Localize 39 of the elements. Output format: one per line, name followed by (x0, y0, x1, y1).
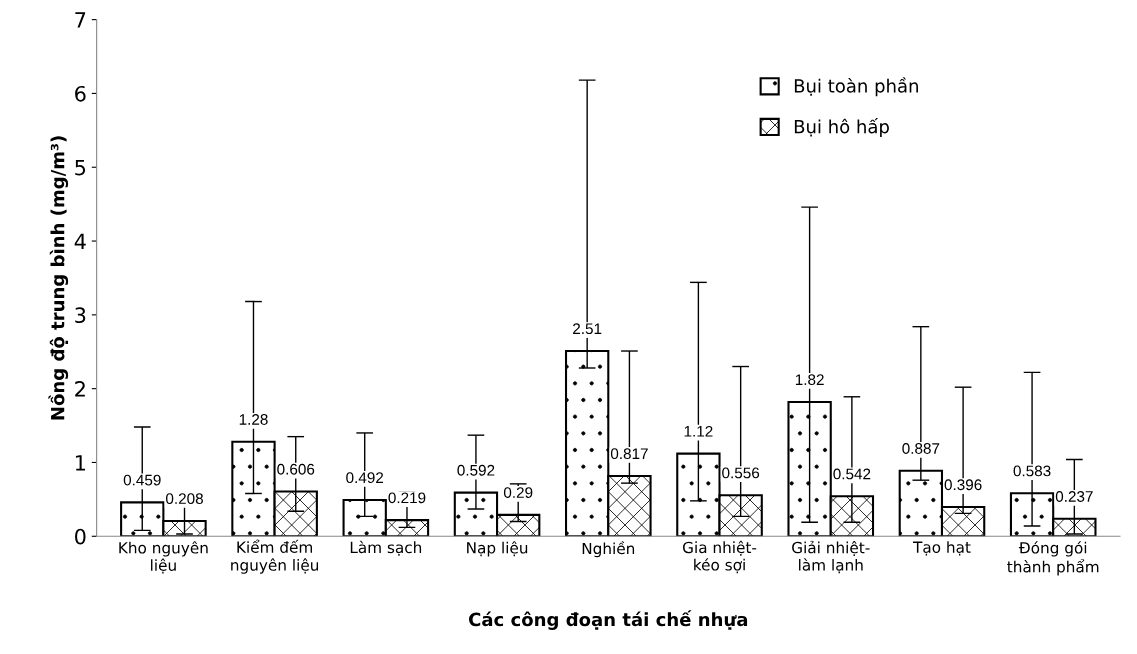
data-label: 0.208 (166, 493, 203, 505)
data-label: 0.219 (388, 492, 426, 504)
data-label: 0.556 (722, 467, 760, 479)
y-tick-label: 0 (75, 528, 86, 545)
data-label: 0.606 (277, 463, 315, 475)
x-axis-title: Các công đoạn tái chế nhựa (469, 610, 748, 630)
y-tick-label: 1 (75, 455, 85, 471)
x-tick-label: Tạo hạt (912, 541, 971, 556)
data-label: 0.887 (902, 443, 940, 454)
data-label: 0.492 (346, 472, 384, 484)
x-tick-label: Nghiền (582, 541, 635, 558)
data-label: 1.12 (684, 425, 713, 437)
y-tick-label: 3 (75, 307, 86, 324)
data-label: 0.592 (457, 464, 495, 476)
data-label: 2.51 (573, 323, 602, 335)
x-tick-label: Kho nguyên liệu (119, 541, 208, 574)
y-tick-label: 7 (75, 12, 86, 28)
y-tick-label: 5 (75, 159, 86, 176)
data-label: 0.817 (610, 448, 648, 460)
x-tick-label: Nạp liệu (467, 541, 528, 557)
x-tick-label: Giải nhiệt- làm lạnh (792, 540, 870, 574)
y-tick-label: 6 (75, 85, 86, 102)
legend-label: Bụi hô hấp (794, 117, 889, 137)
legend-label: Bụi toàn phần (794, 77, 918, 97)
data-label: 0.237 (1055, 491, 1093, 502)
x-tick-label: Đóng gói thành phẩm (1007, 541, 1099, 576)
data-label: 0.542 (833, 468, 871, 480)
data-label: 0.459 (123, 474, 161, 486)
data-label: 1.82 (795, 374, 824, 386)
x-tick-label: Gia nhiệt- kéo sợi (682, 540, 757, 574)
y-tick-label: 2 (75, 381, 85, 397)
y-tick-label: 4 (74, 233, 86, 249)
x-tick-label: Kiểm đếm nguyên liệu (231, 539, 319, 574)
data-label: 0.396 (944, 479, 982, 491)
data-label: 0.583 (1013, 465, 1051, 477)
data-label: 0.29 (503, 487, 533, 498)
data-label: 1.28 (239, 414, 268, 425)
x-tick-label: Làm sạch (350, 540, 422, 556)
y-axis-title: Nồng độ trung bình (mg/m³) (48, 136, 69, 420)
